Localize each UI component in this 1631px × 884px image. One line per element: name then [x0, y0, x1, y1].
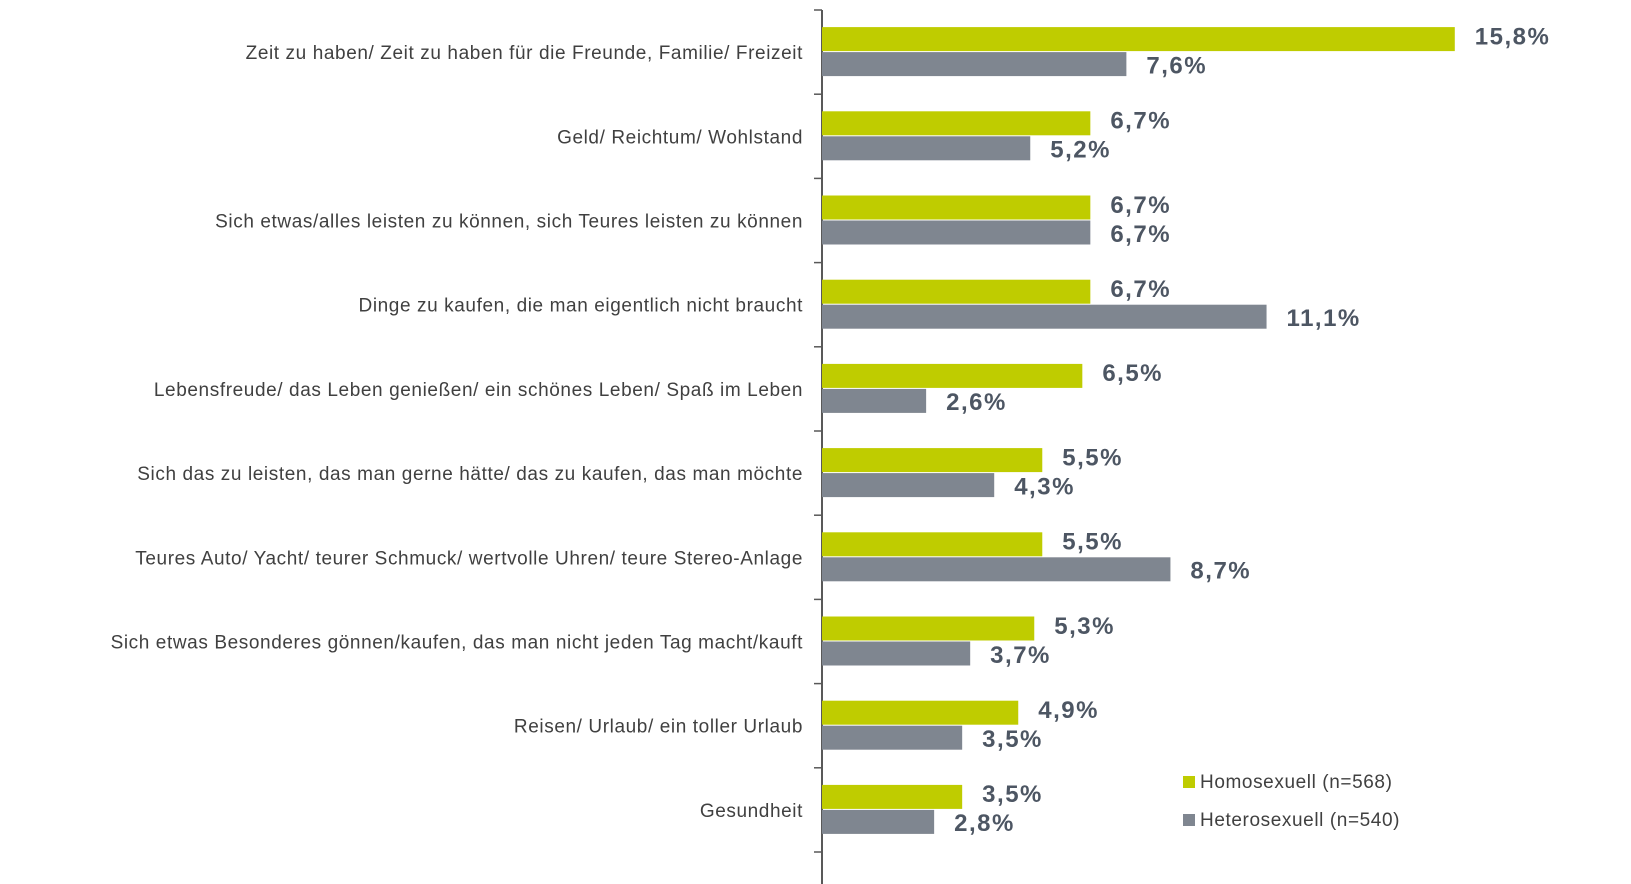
category-label: Sich etwas Besonderes gönnen/kaufen, das…	[111, 633, 804, 654]
category-label: Geld/ Reichtum/ Wohlstand	[557, 127, 803, 148]
bar	[822, 532, 1043, 557]
bar	[822, 111, 1091, 136]
value-label: 6,7%	[1110, 108, 1171, 135]
bar	[822, 616, 1035, 641]
value-label: 2,6%	[946, 389, 1007, 416]
value-label: 3,5%	[982, 781, 1043, 808]
value-label: 5,2%	[1050, 137, 1111, 164]
bar	[822, 557, 1171, 582]
legend-swatch	[1183, 814, 1195, 826]
bar	[822, 363, 1083, 388]
category-label: Zeit zu haben/ Zeit zu haben für die Fre…	[246, 43, 804, 64]
bar	[822, 809, 935, 834]
value-label: 11,1%	[1287, 305, 1361, 332]
value-label: 15,8%	[1475, 23, 1551, 50]
bar	[822, 195, 1091, 220]
value-label: 5,5%	[1062, 444, 1123, 471]
value-label: 6,7%	[1110, 276, 1171, 303]
category-label: Gesundheit	[700, 801, 803, 822]
category-label: Sich etwas/alles leisten zu können, sich…	[215, 212, 803, 233]
value-label: 6,7%	[1110, 192, 1171, 219]
bar	[822, 220, 1091, 245]
category-label: Lebensfreude/ das Leben genießen/ ein sc…	[154, 380, 803, 401]
value-label: 3,7%	[990, 642, 1051, 669]
category-label: Reisen/ Urlaub/ ein toller Urlaub	[514, 717, 803, 738]
category-label: Sich das zu leisten, das man gerne hätte…	[137, 464, 803, 485]
bar	[822, 388, 927, 413]
category-label: Teures Auto/ Yacht/ teurer Schmuck/ wert…	[135, 548, 803, 569]
value-label: 7,6%	[1146, 52, 1207, 79]
category-label: Dinge zu kaufen, die man eigentlich nich…	[359, 296, 804, 317]
value-label: 6,7%	[1110, 221, 1171, 248]
value-label: 5,3%	[1054, 613, 1115, 640]
value-label: 4,9%	[1038, 697, 1099, 724]
bar	[822, 304, 1267, 329]
bar	[822, 136, 1031, 161]
bar	[822, 784, 963, 809]
value-label: 2,8%	[954, 810, 1015, 837]
bar	[822, 473, 995, 498]
value-label: 8,7%	[1190, 558, 1251, 585]
legend-label: Homosexuell (n=568)	[1200, 772, 1393, 793]
legend-label: Heterosexuell (n=540)	[1200, 810, 1400, 831]
legend-swatch	[1183, 776, 1195, 788]
bar	[822, 448, 1043, 473]
value-label: 4,3%	[1014, 473, 1075, 500]
bar	[822, 700, 1019, 725]
value-label: 5,5%	[1062, 529, 1123, 556]
value-label: 3,5%	[982, 726, 1043, 753]
bar	[822, 725, 963, 750]
bar	[822, 279, 1091, 304]
bar	[822, 27, 1455, 52]
bar	[822, 52, 1127, 77]
bar	[822, 641, 971, 666]
value-label: 6,5%	[1102, 360, 1163, 387]
